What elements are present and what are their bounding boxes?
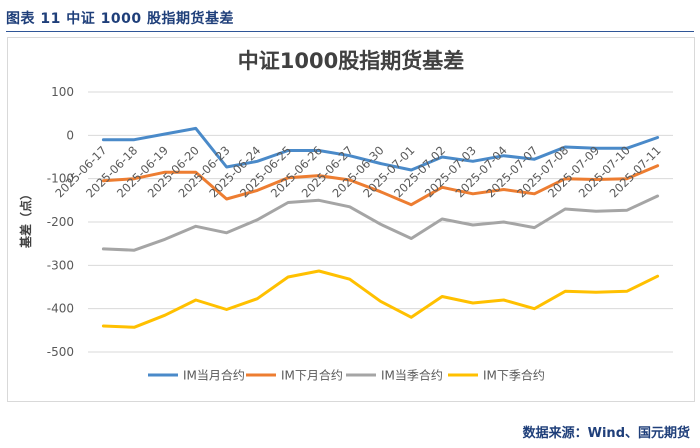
figure-caption: 图表 11 中证 1000 股指期货基差: [6, 11, 234, 27]
legend-label: IM下季合约: [483, 368, 545, 383]
source-note: 数据来源：Wind、国元期货: [522, 426, 690, 441]
x-axis-ticks: 2025-06-172025-06-182025-06-192025-06-20…: [52, 143, 663, 200]
y-tick-label: -400: [47, 302, 74, 316]
y-axis-label: 基差（点）: [18, 188, 33, 249]
chart-title: 中证1000股指期货基差: [238, 49, 464, 73]
series-line-4: [101, 269, 660, 329]
y-axis-ticks: 100 0 -100 -200 -300 -400 -500: [47, 85, 74, 359]
series-line-1: [101, 126, 660, 172]
y-tick-label: -500: [47, 345, 74, 359]
caption-divider: [6, 31, 694, 32]
series-line-2: [101, 164, 660, 207]
gridlines: [88, 91, 673, 353]
y-tick-label: 0: [66, 128, 74, 142]
legend-label: IM当月合约: [183, 368, 245, 383]
y-tick-label: -100: [47, 172, 74, 186]
y-tick-label: 100: [51, 85, 74, 99]
legend-label: IM当季合约: [381, 368, 443, 383]
y-tick-label: -300: [47, 258, 74, 272]
legend-label: IM下月合约: [281, 368, 343, 383]
series-lines: [101, 126, 660, 329]
legend: IM当月合约 IM下月合约 IM当季合约 IM下季合约: [148, 368, 545, 383]
series-line-3: [101, 194, 660, 252]
basis-line-chart: 中证1000股指期货基差 基差（点） 100 0 -100 -200 -300 -400 -…: [18, 49, 673, 383]
y-tick-label: -200: [47, 215, 74, 229]
chart-frame: 中证1000股指期货基差 基差（点） 100 0 -100 -200 -300 -400 -…: [7, 37, 695, 402]
